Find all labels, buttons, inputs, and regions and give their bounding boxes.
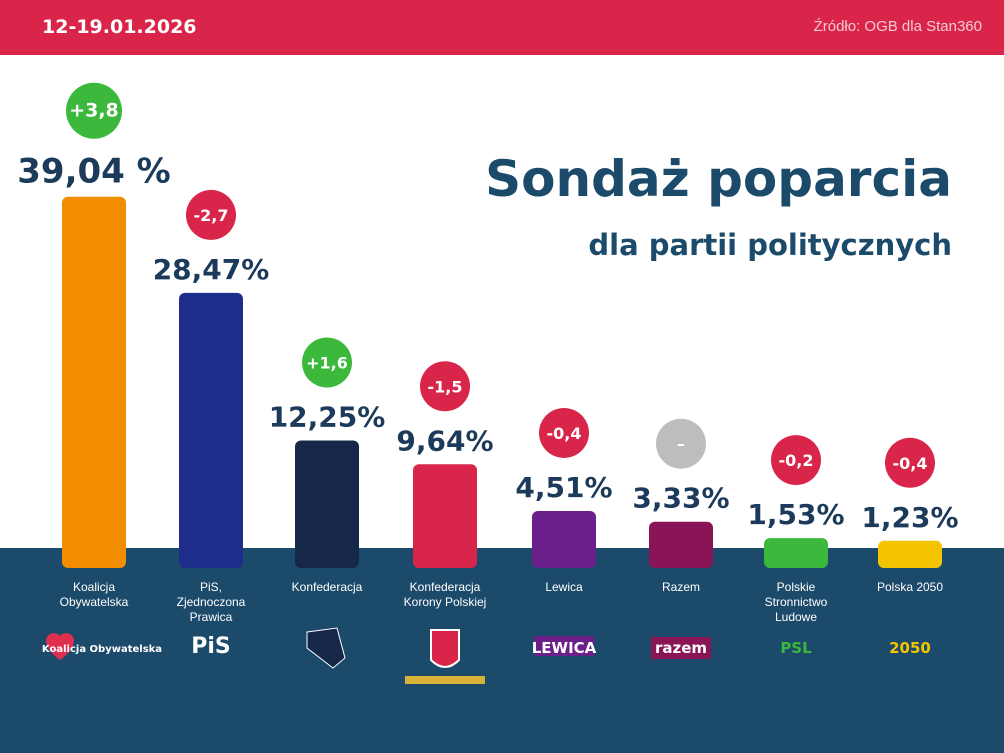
source: Źródło: OGB dla Stan360 bbox=[813, 18, 982, 35]
change-badge bbox=[885, 437, 935, 488]
kkp-ribbon-icon bbox=[405, 676, 485, 684]
category-label: Polskie bbox=[777, 580, 816, 594]
change-label: +3,8 bbox=[69, 100, 119, 122]
category-label: Lewica bbox=[545, 580, 583, 594]
lewica-logo-bg bbox=[534, 636, 594, 656]
party-logo: Koalicja Obywatelska bbox=[42, 644, 162, 655]
party-logo: LEWICA bbox=[532, 639, 597, 657]
value-label: 3,33% bbox=[632, 482, 729, 515]
change-badge bbox=[420, 361, 470, 412]
bar bbox=[295, 440, 359, 568]
category-label: PiS, bbox=[200, 580, 222, 594]
chart-title: Sondaż poparcia bbox=[485, 150, 952, 208]
category-label: Prawica bbox=[190, 610, 233, 624]
category-label: Konfederacja bbox=[292, 580, 363, 594]
category-label: Ludowe bbox=[775, 610, 817, 624]
party-logo: PSL bbox=[780, 639, 812, 657]
category-label: Koalicja bbox=[73, 580, 115, 594]
value-label: 1,53% bbox=[747, 498, 844, 531]
change-badge bbox=[66, 82, 122, 139]
change-badge bbox=[539, 407, 589, 458]
change-label: -0,2 bbox=[779, 451, 814, 470]
bar bbox=[413, 464, 477, 568]
party-logo: razem bbox=[655, 639, 707, 657]
category-label: Stronnictwo bbox=[765, 595, 828, 609]
header-band: 12-19.01.2026 Źródło: OGB dla Stan360 bbox=[0, 0, 1004, 55]
change-label: -0,4 bbox=[893, 454, 928, 473]
category-label: Razem bbox=[662, 580, 700, 594]
change-badge bbox=[656, 418, 706, 469]
change-badge bbox=[186, 189, 236, 240]
category-label: Konfederacja bbox=[410, 580, 481, 594]
bar bbox=[532, 510, 596, 568]
category-label: Zjednoczona bbox=[177, 595, 246, 609]
bar bbox=[649, 521, 713, 568]
category-label: Korony Polskiej bbox=[404, 595, 487, 609]
change-label: -0,4 bbox=[547, 424, 582, 443]
value-label: 12,25% bbox=[269, 401, 386, 434]
change-label: -2,7 bbox=[194, 206, 229, 225]
konfederacja-logo-icon bbox=[306, 627, 346, 669]
change-badge bbox=[302, 337, 352, 388]
bar bbox=[62, 196, 126, 568]
bar bbox=[878, 540, 942, 568]
change-label: +1,6 bbox=[306, 354, 348, 373]
value-label: 39,04 % bbox=[17, 152, 170, 192]
bar bbox=[179, 292, 243, 568]
category-label: Obywatelska bbox=[60, 595, 129, 609]
party-logo: 2050 bbox=[889, 639, 931, 657]
chart-subtitle: dla partii politycznych bbox=[588, 228, 952, 262]
change-badge bbox=[771, 435, 821, 486]
category-label: Polska 2050 bbox=[877, 580, 943, 594]
survey-date: 12-19.01.2026 bbox=[42, 16, 197, 38]
value-label: 28,47% bbox=[153, 253, 270, 286]
change-label: -1,5 bbox=[428, 377, 463, 396]
party-logo: PiS bbox=[191, 634, 231, 659]
bar bbox=[764, 538, 828, 568]
value-label: 9,64% bbox=[396, 424, 493, 457]
value-label: 1,23% bbox=[861, 501, 958, 534]
change-label: – bbox=[677, 435, 685, 454]
kkp-shield-icon bbox=[430, 629, 460, 668]
razem-logo-bg bbox=[651, 637, 711, 659]
bottom-band bbox=[0, 548, 1004, 753]
value-label: 4,51% bbox=[515, 471, 612, 504]
heart-logo-icon bbox=[46, 633, 74, 660]
